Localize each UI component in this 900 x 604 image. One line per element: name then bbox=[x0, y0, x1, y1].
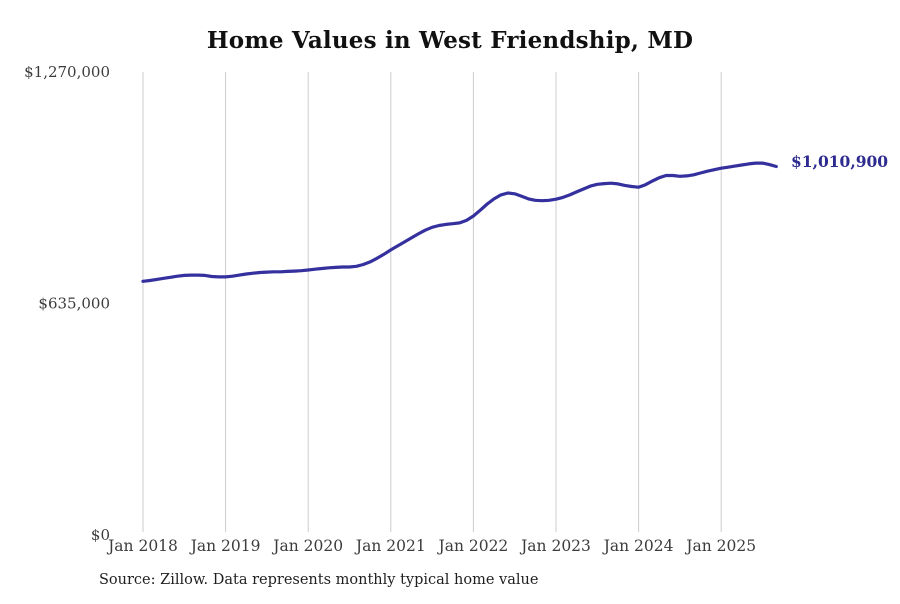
x-axis-tick-label: Jan 2023 bbox=[519, 537, 591, 555]
x-axis-tick-label: Jan 2024 bbox=[602, 537, 674, 555]
x-axis-tick-label: Jan 2018 bbox=[106, 537, 178, 555]
home-value-line bbox=[141, 161, 778, 283]
y-axis-tick-label: $0 bbox=[91, 526, 110, 544]
x-axis-tick-label: Jan 2021 bbox=[354, 537, 426, 555]
y-axis-tick-label: $635,000 bbox=[38, 295, 110, 313]
x-axis-tick-label: Jan 2019 bbox=[189, 537, 261, 555]
chart-title: Home Values in West Friendship, MD bbox=[206, 27, 694, 54]
y-axis-tick-label: $1,270,000 bbox=[24, 63, 110, 81]
x-axis-tick-label: Jan 2025 bbox=[684, 537, 756, 555]
x-axis-tick-label: Jan 2020 bbox=[271, 537, 343, 555]
source-attribution: Source: Zillow. Data represents monthly … bbox=[99, 572, 539, 588]
x-axis-tick-label: Jan 2022 bbox=[436, 537, 508, 555]
latest-value-label: $1,010,900 bbox=[791, 152, 889, 171]
